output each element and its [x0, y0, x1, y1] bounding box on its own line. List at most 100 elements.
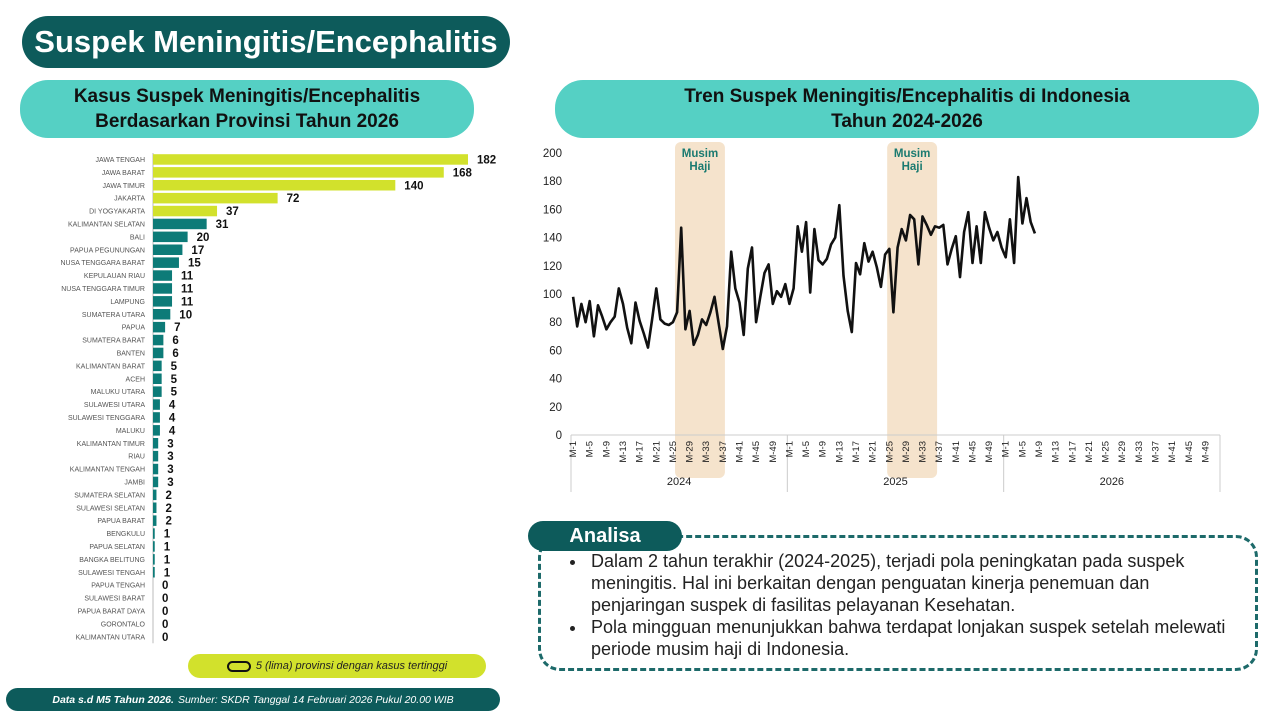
x-tick-label: M-33	[1134, 441, 1145, 463]
y-tick-label: 200	[543, 148, 562, 160]
bar-value-label: 0	[162, 619, 168, 631]
x-tick-label: M-1	[1001, 441, 1012, 457]
bar-value-label: 1	[164, 554, 171, 566]
y-tick-label: 60	[549, 345, 562, 357]
bar-value-label: 4	[169, 400, 176, 412]
musim-haji-band	[887, 142, 938, 478]
y-tick-label: 120	[543, 261, 562, 273]
bar-category-label: SULAWESI SELATAN	[76, 505, 145, 512]
x-tick-label: M-45	[1184, 441, 1195, 463]
bar-category-label: PAPUA	[122, 325, 146, 332]
musim-haji-band	[675, 142, 725, 478]
bar	[153, 438, 159, 449]
bar-category-label: JAKARTA	[114, 196, 145, 203]
x-tick-label: M-45	[751, 441, 762, 463]
province-chart-title-line1: Kasus Suspek Meningitis/Encephalitis	[73, 86, 421, 107]
x-tick-label: M-37	[934, 441, 945, 463]
musim-haji-label: Musim	[894, 148, 930, 160]
x-tick-label: M-9	[818, 441, 829, 457]
bar	[153, 515, 157, 526]
bar-value-label: 17	[191, 245, 204, 257]
bar-category-label: SUMATERA UTARA	[82, 312, 145, 319]
x-tick-label: M-17	[1067, 441, 1078, 463]
bar-category-label: KALIMANTAN SELATAN	[68, 221, 145, 228]
chart-legend: 5 (lima) provinsi dengan kasus tertinggi	[188, 654, 486, 678]
bar-value-label: 140	[404, 180, 423, 192]
bar-value-label: 10	[179, 309, 192, 321]
footer-data-note: Data s.d M5 Tahun 2026.	[52, 693, 174, 706]
bar-value-label: 2	[165, 503, 171, 515]
legend-swatch-icon	[226, 660, 251, 672]
bar	[153, 347, 164, 359]
bar-category-label: RIAU	[128, 454, 145, 461]
x-tick-label: M-25	[1101, 441, 1112, 463]
bar-category-label: PAPUA PEGUNUNGAN	[70, 247, 145, 254]
bar	[153, 463, 159, 475]
x-tick-label: M-25	[884, 441, 895, 463]
x-tick-label: M-21	[1084, 441, 1095, 463]
province-chart-title: Kasus Suspek Meningitis/Encephalitis Ber…	[20, 80, 474, 138]
bar-value-label: 3	[167, 438, 173, 450]
bar	[153, 270, 173, 281]
year-label: 2025	[883, 476, 907, 488]
bar-category-label: NUSA TENGGARA BARAT	[60, 260, 145, 267]
x-tick-label: M-29	[901, 441, 912, 463]
bar-category-label: SULAWESI UTARA	[84, 402, 145, 409]
x-tick-label: M-17	[635, 441, 646, 463]
x-tick-label: M-25	[668, 441, 679, 463]
bar-value-label: 3	[167, 477, 173, 489]
bar-category-label: GORONTALO	[101, 621, 146, 628]
bar	[153, 334, 164, 346]
x-tick-label: M-9	[601, 441, 612, 457]
trend-line-chart: MusimHajiMusimHaji0204060801001201401601…	[543, 142, 1221, 492]
bar-category-label: BALI	[130, 234, 145, 241]
bar-category-label: BANGKA BELITUNG	[79, 557, 145, 564]
bar-category-label: PAPUA BARAT	[97, 518, 145, 525]
x-tick-label: M-49	[1200, 441, 1211, 463]
x-tick-label: M-33	[918, 441, 929, 463]
bar-value-label: 0	[162, 632, 168, 644]
bar-category-label: DI YOGYAKARTA	[89, 209, 145, 216]
bar-value-label: 0	[162, 593, 168, 605]
trend-series-line	[571, 175, 1037, 351]
bar-value-label: 5	[171, 387, 178, 399]
year-label: 2024	[667, 476, 691, 488]
y-tick-label: 0	[556, 430, 562, 442]
bar-value-label: 6	[172, 335, 178, 347]
x-tick-label: M-41	[951, 441, 962, 463]
musim-haji-label: Musim	[682, 148, 718, 160]
bar	[153, 399, 160, 410]
bar-value-label: 2	[165, 516, 171, 528]
bar	[153, 154, 468, 165]
bar-value-label: 15	[188, 258, 201, 270]
bar-value-label: 5	[171, 374, 178, 386]
bar-category-label: KALIMANTAN TENGAH	[70, 467, 145, 474]
bar-category-label: NUSA TENGGARA TIMUR	[61, 286, 145, 293]
x-tick-label: M-37	[1151, 441, 1162, 463]
x-tick-label: M-49	[768, 441, 779, 463]
bar-value-label: 4	[169, 412, 176, 424]
legend-text: 5 (lima) provinsi dengan kasus tertinggi	[255, 660, 448, 672]
footer-source: Sumber: SKDR Tanggal 14 Februari 2026 Pu…	[177, 693, 454, 706]
x-tick-label: M-13	[834, 441, 845, 463]
y-tick-label: 40	[549, 374, 562, 386]
bar	[153, 205, 218, 217]
x-tick-label: M-41	[1167, 441, 1178, 463]
bar	[153, 489, 157, 501]
page-title: Suspek Meningitis/Encephalitis	[22, 16, 510, 68]
bar-category-label: JAMBI	[124, 479, 145, 486]
musim-haji-label: Haji	[902, 161, 923, 173]
bar-value-label: 7	[174, 322, 180, 334]
bar	[153, 360, 162, 372]
x-tick-label: M-5	[1017, 441, 1028, 457]
bar-category-label: SULAWESI BARAT	[84, 596, 145, 603]
bar-category-label: KALIMANTAN BARAT	[76, 363, 146, 370]
x-tick-label: M-33	[701, 441, 712, 463]
bar-category-label: JAWA TIMUR	[102, 183, 145, 190]
x-tick-label: M-17	[851, 441, 862, 463]
bar-value-label: 31	[216, 219, 229, 231]
bar-category-label: JAWA BARAT	[102, 170, 146, 177]
analysis-bullet-1: Dalam 2 tahun terakhir (2024-2025), terj…	[587, 550, 1235, 616]
bar-value-label: 168	[453, 167, 473, 179]
